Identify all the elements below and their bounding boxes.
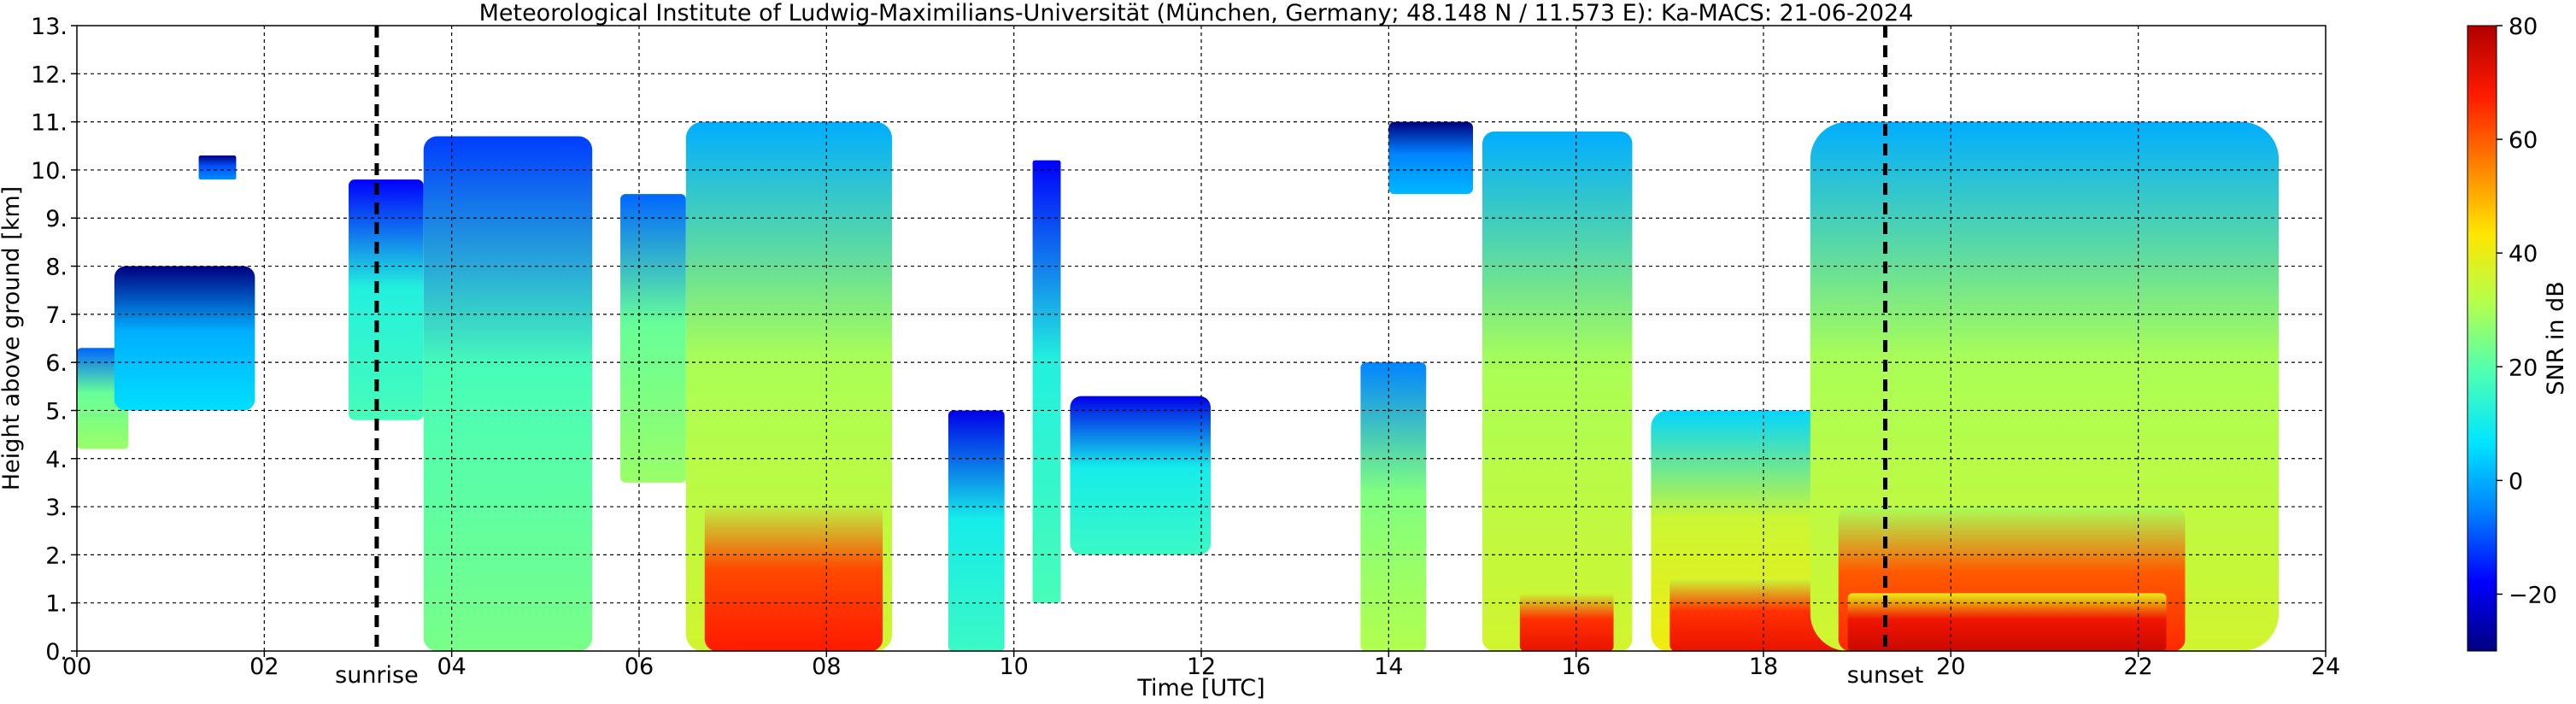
cloud-region (948, 410, 1005, 651)
cloud-region (114, 266, 255, 411)
colorbar-ticks: −20 0 20 40 60 80 (2497, 14, 2557, 608)
cloud-region (1847, 593, 2167, 651)
y-tick-label: 13. (31, 14, 67, 40)
cloud-region (349, 179, 424, 420)
colorbar-tick-label: −20 (2509, 582, 2557, 608)
y-tick-label: 10. (31, 158, 67, 185)
y-tick-label: 8. (45, 255, 67, 281)
colorbar-tick-label: 20 (2509, 355, 2538, 381)
x-tick-label: 08 (812, 654, 841, 680)
y-axis-ticks: 0. 1. 2. 3. 4. 5. 6. 7. 8. 9. 10. 11. 12. 13. (31, 14, 77, 666)
cloud-region (1032, 160, 1061, 603)
x-tick-label: 16 (1561, 654, 1590, 680)
cloud-echoes (77, 121, 2280, 651)
sun-lines (374, 26, 1888, 651)
y-tick-label: 5. (45, 398, 67, 425)
y-tick-label: 9. (45, 206, 67, 232)
colorbar-tick-label: 40 (2509, 241, 2538, 267)
x-tick-label: 06 (625, 654, 654, 680)
y-axis-label: Height above ground [km] (0, 186, 25, 490)
y-tick-label: 2. (45, 543, 67, 569)
x-tick-label: 24 (2311, 654, 2340, 680)
y-tick-label: 11. (31, 110, 67, 137)
x-axis-ticks: 00 02 04 06 08 10 12 14 16 18 20 22 24 (62, 651, 2340, 680)
x-tick-label: 20 (1936, 654, 1965, 680)
y-tick-label: 7. (45, 302, 67, 329)
cloud-region (620, 194, 686, 483)
annotation-label: sunrise (335, 662, 419, 689)
cloud-region (1482, 131, 1633, 651)
cloud-region (423, 136, 593, 651)
x-tick-label: 18 (1749, 654, 1778, 680)
y-tick-label: 3. (45, 495, 67, 521)
cloud-region (1388, 121, 1474, 195)
chart-title: Meteorological Institute of Ludwig-Maxim… (479, 0, 1914, 26)
cloud-region (1070, 396, 1211, 555)
x-tick-label: 04 (437, 654, 466, 680)
x-tick-label: 14 (1374, 654, 1403, 680)
cloud-region (704, 502, 883, 651)
colorbar-tick-label: 0 (2509, 468, 2523, 495)
y-tick-label: 6. (45, 350, 67, 377)
y-tick-label: 1. (45, 591, 67, 618)
y-tick-label: 12. (31, 62, 67, 88)
grid-lines (77, 26, 2326, 651)
y-tick-label: 4. (45, 447, 67, 473)
x-tick-label: 22 (2123, 654, 2152, 680)
x-tick-label: 10 (999, 654, 1028, 680)
annotation-label: sunset (1847, 662, 1924, 689)
x-tick-label: 12 (1187, 654, 1216, 680)
colorbar-tick-label: 60 (2509, 127, 2538, 154)
x-axis-label: Time [UTC] (1136, 675, 1265, 701)
colorbar (2467, 25, 2497, 652)
annotations: sunrise sunset (335, 662, 1923, 689)
x-tick-label: 00 (62, 654, 91, 680)
y-tick-label: 0. (45, 639, 67, 666)
colorbar-label: SNR in dB (2543, 281, 2569, 396)
cloud-region (198, 155, 237, 180)
colorbar-tick-label: 80 (2509, 14, 2538, 40)
cloud-region (1519, 593, 1614, 651)
cloud-region (1360, 362, 1427, 651)
x-tick-label: 02 (249, 654, 279, 680)
